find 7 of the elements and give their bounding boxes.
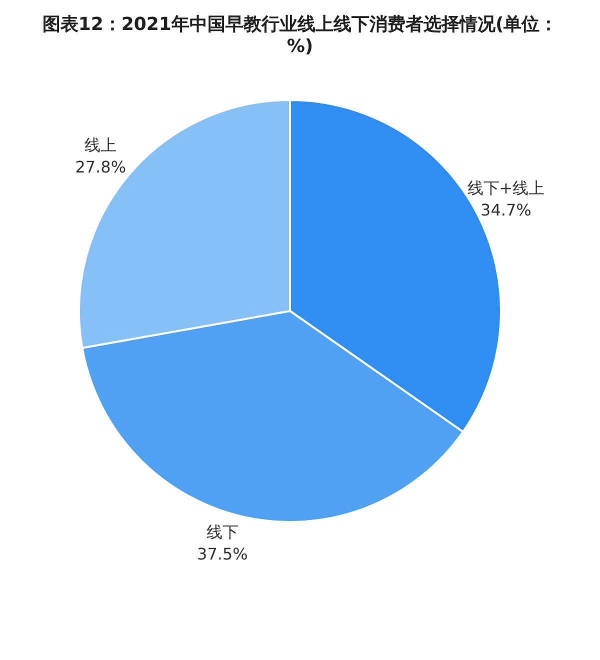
slice-label: 线下+线上 bbox=[467, 178, 545, 198]
data-label: 27.8% bbox=[75, 158, 126, 177]
chart-title: 图表12：2021年中国早教行业线上线下消费者选择情况(单位：%) bbox=[41, 13, 559, 59]
data-label: 34.7% bbox=[480, 200, 532, 220]
data-label: 37.5% bbox=[197, 544, 248, 564]
slice-label: 线上 bbox=[84, 136, 117, 155]
slice-label: 线下 bbox=[206, 522, 238, 542]
